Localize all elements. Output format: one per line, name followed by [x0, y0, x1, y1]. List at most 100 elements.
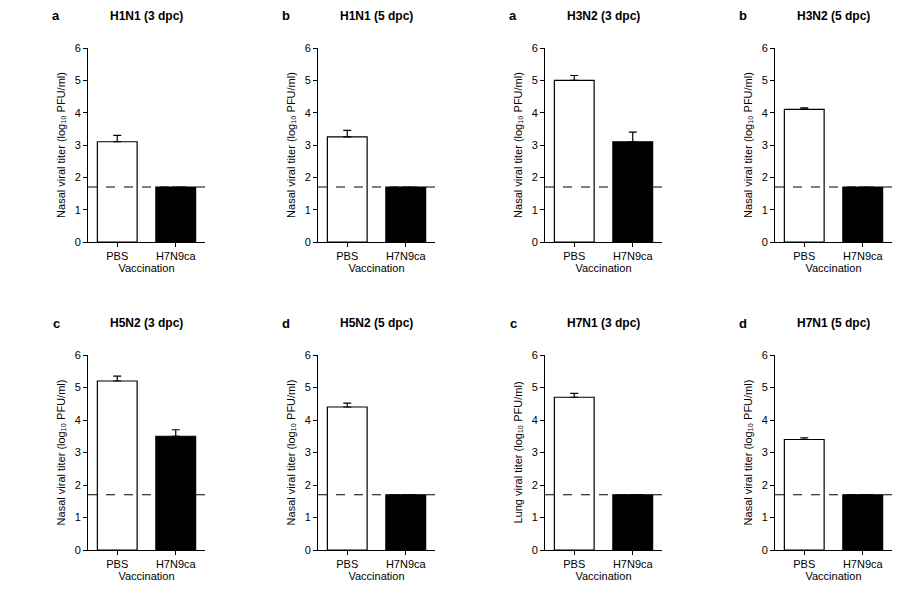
svg-text:6: 6 — [532, 42, 538, 54]
svg-text:4: 4 — [75, 107, 81, 119]
svg-text:H7N1 (3 dpc): H7N1 (3 dpc) — [567, 316, 640, 330]
svg-text:1: 1 — [762, 204, 768, 216]
svg-text:PBS: PBS — [793, 250, 815, 262]
svg-text:5: 5 — [305, 74, 311, 86]
svg-text:3: 3 — [762, 446, 768, 458]
svg-text:H7N9ca: H7N9ca — [613, 558, 654, 570]
svg-text:PBS: PBS — [106, 250, 128, 262]
svg-text:4: 4 — [762, 107, 768, 119]
svg-text:6: 6 — [75, 349, 81, 361]
svg-text:H5N2 (3 dpc): H5N2 (3 dpc) — [110, 316, 183, 330]
svg-text:1: 1 — [532, 511, 538, 523]
svg-text:5: 5 — [532, 74, 538, 86]
svg-text:0: 0 — [75, 236, 81, 248]
svg-text:Vaccination: Vaccination — [348, 570, 404, 582]
svg-text:Vaccination: Vaccination — [348, 262, 404, 274]
svg-text:H7N1 (5 dpc): H7N1 (5 dpc) — [797, 316, 870, 330]
svg-text:Vaccination: Vaccination — [575, 570, 631, 582]
svg-text:PBS: PBS — [563, 250, 585, 262]
svg-text:0: 0 — [75, 544, 81, 556]
svg-text:0: 0 — [305, 236, 311, 248]
svg-text:1: 1 — [75, 204, 81, 216]
svg-text:Nasal viral titer (log₁₀ PFU/m: Nasal viral titer (log₁₀ PFU/ml) — [55, 380, 67, 526]
svg-text:4: 4 — [532, 414, 538, 426]
svg-text:0: 0 — [532, 544, 538, 556]
svg-text:H7N9ca: H7N9ca — [613, 250, 654, 262]
svg-text:Nasal viral titer (log₁₀ PFU/m: Nasal viral titer (log₁₀ PFU/ml) — [512, 72, 524, 218]
svg-text:H1N1 (5 dpc): H1N1 (5 dpc) — [340, 9, 413, 23]
svg-text:2: 2 — [532, 171, 538, 183]
svg-text:Vaccination: Vaccination — [805, 262, 861, 274]
svg-text:PBS: PBS — [793, 558, 815, 570]
svg-text:3: 3 — [75, 446, 81, 458]
svg-text:1: 1 — [762, 511, 768, 523]
svg-text:6: 6 — [305, 349, 311, 361]
svg-text:a: a — [509, 8, 517, 23]
svg-text:3: 3 — [75, 139, 81, 151]
svg-text:2: 2 — [305, 479, 311, 491]
svg-text:6: 6 — [305, 42, 311, 54]
svg-text:0: 0 — [305, 544, 311, 556]
svg-text:5: 5 — [305, 381, 311, 393]
svg-text:5: 5 — [762, 74, 768, 86]
svg-text:0: 0 — [762, 236, 768, 248]
svg-text:1: 1 — [305, 511, 311, 523]
svg-text:H7N9ca: H7N9ca — [843, 250, 884, 262]
svg-text:d: d — [282, 316, 290, 331]
svg-text:H7N9ca: H7N9ca — [386, 250, 427, 262]
svg-text:Nasal viral titer (log₁₀ PFU/m: Nasal viral titer (log₁₀ PFU/ml) — [285, 72, 297, 218]
svg-text:6: 6 — [532, 349, 538, 361]
svg-text:2: 2 — [762, 479, 768, 491]
svg-text:H1N1 (3 dpc): H1N1 (3 dpc) — [110, 9, 183, 23]
svg-text:d: d — [739, 316, 747, 331]
svg-text:H5N2 (5 dpc): H5N2 (5 dpc) — [340, 316, 413, 330]
svg-text:4: 4 — [305, 414, 311, 426]
svg-text:PBS: PBS — [336, 250, 358, 262]
svg-text:6: 6 — [75, 42, 81, 54]
svg-text:4: 4 — [532, 107, 538, 119]
svg-text:4: 4 — [305, 107, 311, 119]
svg-text:3: 3 — [305, 139, 311, 151]
svg-text:H7N9ca: H7N9ca — [156, 250, 197, 262]
svg-text:2: 2 — [305, 171, 311, 183]
svg-text:PBS: PBS — [106, 558, 128, 570]
svg-text:2: 2 — [762, 171, 768, 183]
svg-text:a: a — [52, 8, 60, 23]
svg-text:3: 3 — [305, 446, 311, 458]
svg-text:b: b — [739, 8, 747, 23]
svg-text:Nasal viral titer (log₁₀ PFU/m: Nasal viral titer (log₁₀ PFU/ml) — [285, 380, 297, 526]
svg-text:Vaccination: Vaccination — [118, 262, 174, 274]
svg-text:H3N2 (5 dpc): H3N2 (5 dpc) — [797, 9, 870, 23]
svg-text:3: 3 — [532, 139, 538, 151]
svg-text:5: 5 — [762, 381, 768, 393]
svg-text:c: c — [53, 316, 60, 331]
svg-text:4: 4 — [75, 414, 81, 426]
svg-text:2: 2 — [75, 479, 81, 491]
svg-text:Lung viral titer (log₁₀ PFU/ml: Lung viral titer (log₁₀ PFU/ml) — [512, 381, 524, 523]
svg-text:6: 6 — [762, 42, 768, 54]
svg-text:H7N9ca: H7N9ca — [386, 558, 427, 570]
svg-text:Nasal viral titer (log₁₀ PFU/m: Nasal viral titer (log₁₀ PFU/ml) — [55, 72, 67, 218]
svg-text:5: 5 — [532, 381, 538, 393]
svg-text:c: c — [510, 316, 517, 331]
svg-text:Vaccination: Vaccination — [805, 570, 861, 582]
svg-text:2: 2 — [75, 171, 81, 183]
svg-text:H3N2 (3 dpc): H3N2 (3 dpc) — [567, 9, 640, 23]
svg-text:0: 0 — [532, 236, 538, 248]
svg-text:2: 2 — [532, 479, 538, 491]
svg-text:PBS: PBS — [336, 558, 358, 570]
svg-text:1: 1 — [532, 204, 538, 216]
svg-text:6: 6 — [762, 349, 768, 361]
svg-text:Vaccination: Vaccination — [575, 262, 631, 274]
svg-text:1: 1 — [305, 204, 311, 216]
svg-text:b: b — [282, 8, 290, 23]
svg-text:3: 3 — [762, 139, 768, 151]
svg-text:H7N9ca: H7N9ca — [843, 558, 884, 570]
svg-text:PBS: PBS — [563, 558, 585, 570]
svg-text:3: 3 — [532, 446, 538, 458]
svg-text:H7N9ca: H7N9ca — [156, 558, 197, 570]
svg-text:0: 0 — [762, 544, 768, 556]
svg-text:1: 1 — [75, 511, 81, 523]
svg-text:5: 5 — [75, 74, 81, 86]
svg-text:5: 5 — [75, 381, 81, 393]
